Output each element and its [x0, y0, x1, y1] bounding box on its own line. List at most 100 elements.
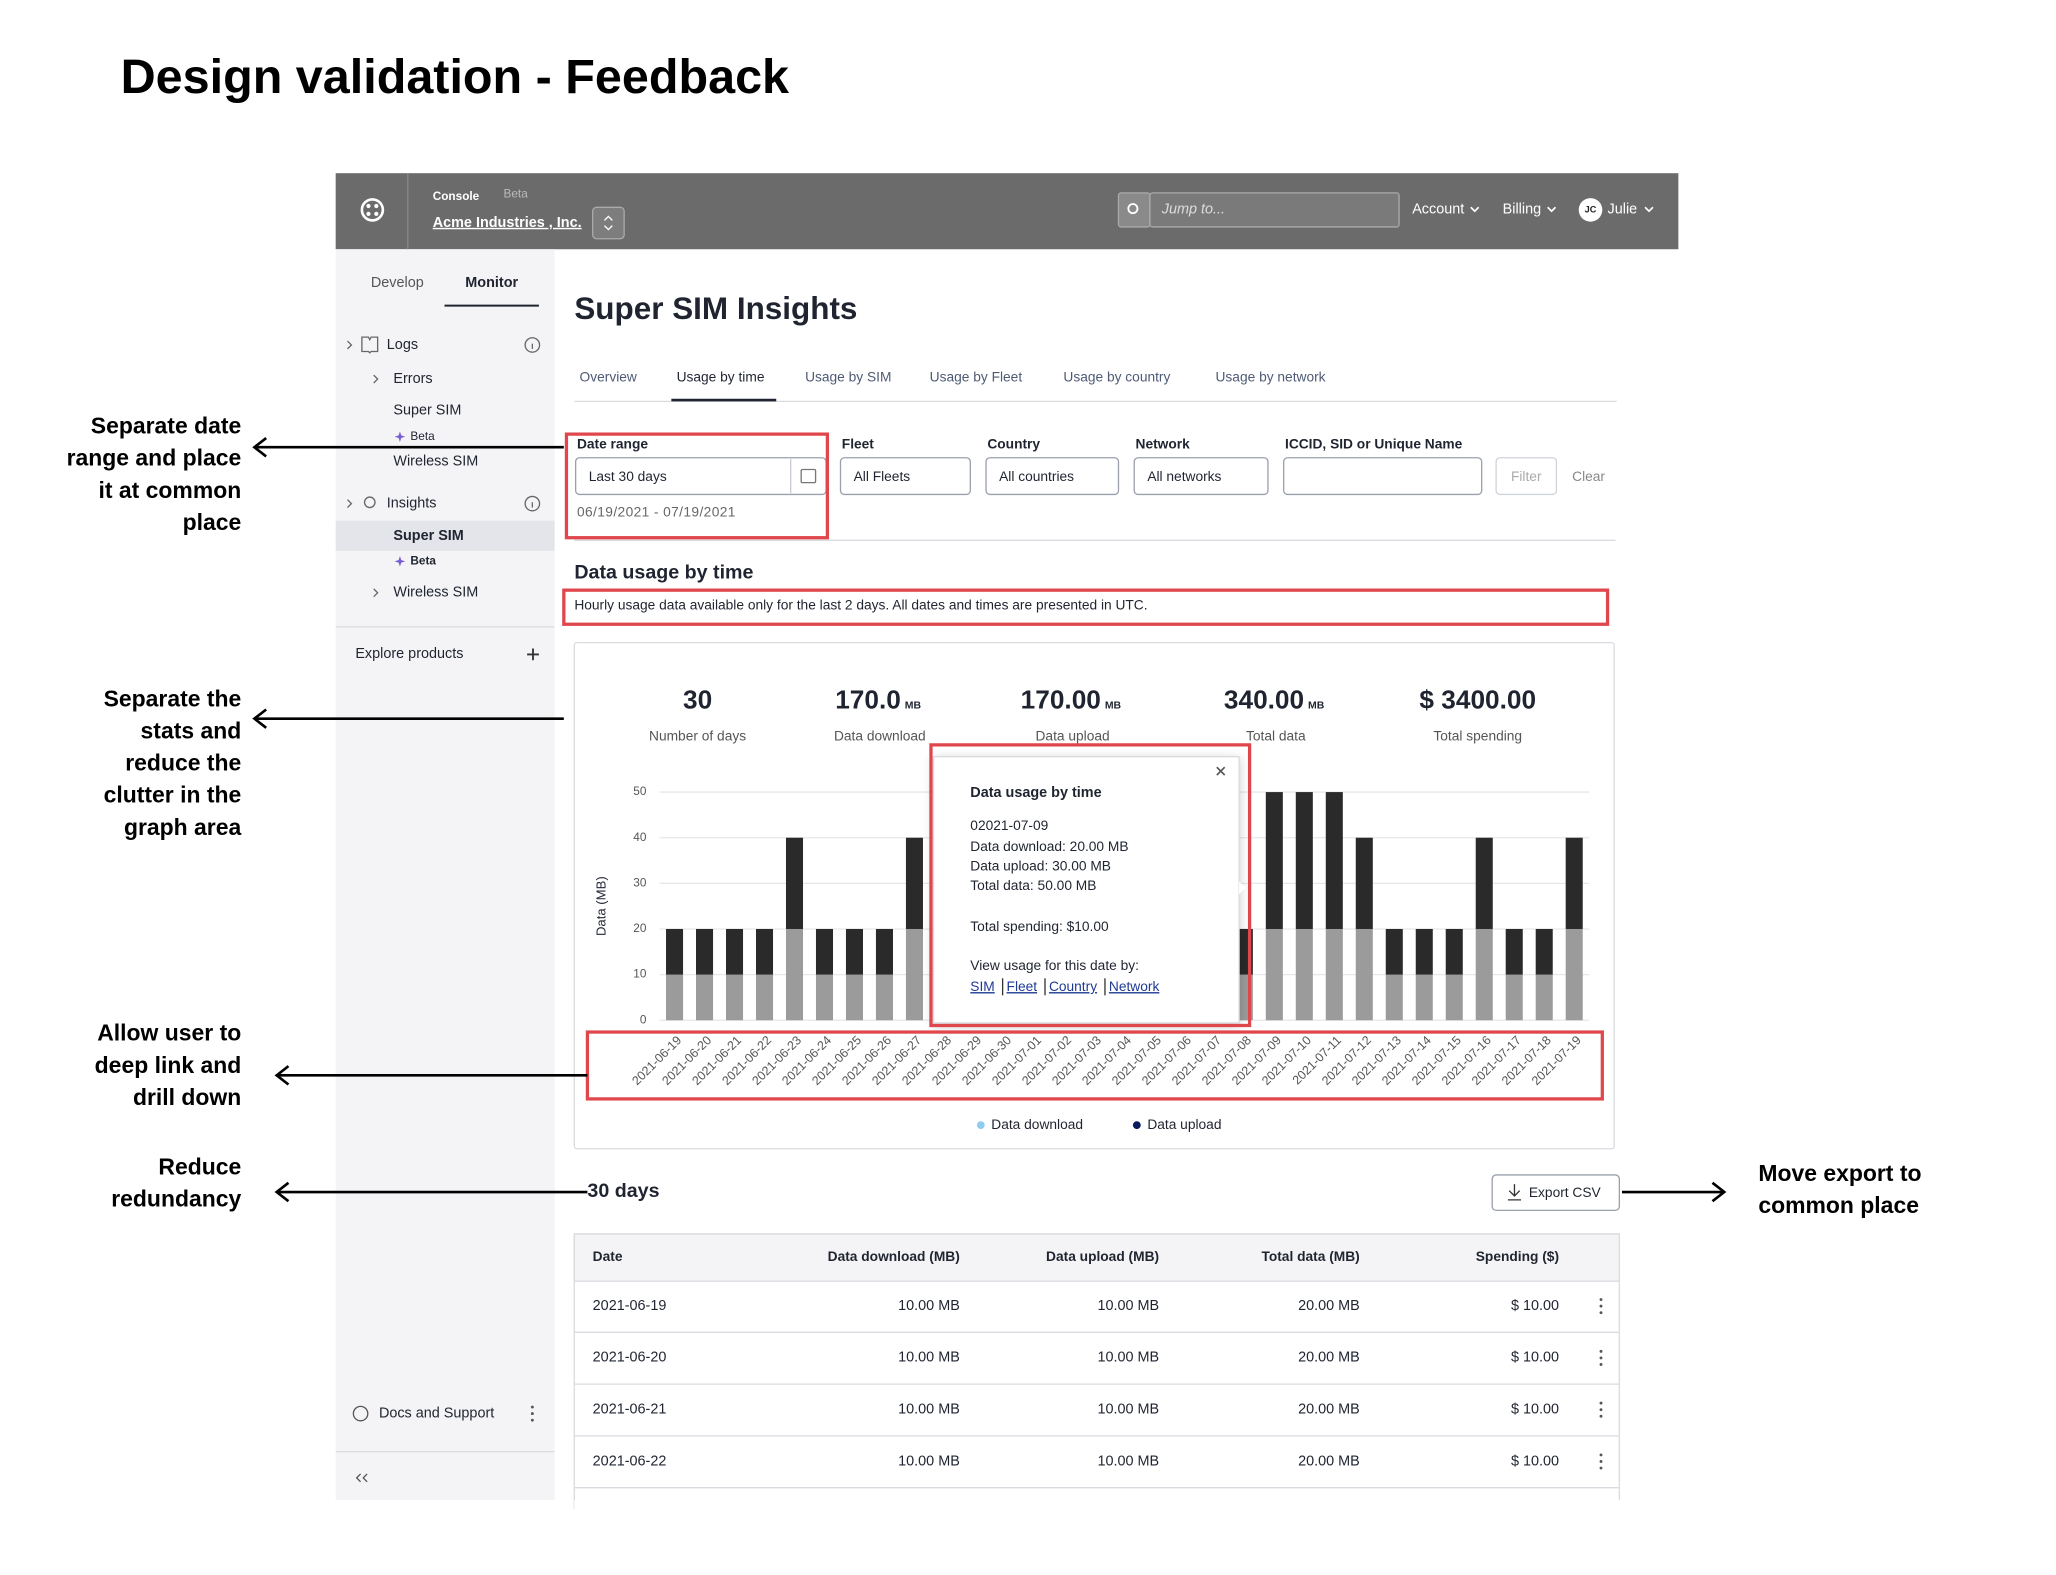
support-icon: [352, 1405, 369, 1422]
nav-link[interactable]: Super SIM: [393, 528, 463, 544]
tab[interactable]: Usage by Fleet: [930, 369, 1023, 384]
filter-input[interactable]: [839, 457, 971, 496]
nav-link[interactable]: Errors: [393, 371, 432, 387]
bar-segment: [725, 974, 744, 1021]
table-cell: $ 10.00: [1511, 1453, 1559, 1469]
stat-unit: MB: [1105, 700, 1122, 711]
clear-button[interactable]: Clear: [1572, 469, 1605, 484]
nav-item[interactable]: Account: [1412, 202, 1464, 218]
calendar-icon: [800, 468, 817, 484]
drill-link[interactable]: Network: [1109, 979, 1160, 994]
tab[interactable]: Overview: [580, 369, 637, 384]
bar-segment: [725, 928, 744, 975]
highlight-box: [562, 588, 1610, 626]
stat-unit: MB: [1308, 700, 1325, 711]
bar-segment: [1565, 837, 1583, 929]
nav-link[interactable]: Logs: [387, 337, 418, 353]
bar-segment: [1475, 928, 1493, 1021]
bar-segment: [1265, 792, 1283, 929]
drill-link[interactable]: Country: [1049, 979, 1097, 994]
row-menu-dot: [1599, 1414, 1603, 1418]
bar-segment: [1325, 792, 1343, 929]
bulb-icon: [363, 496, 376, 509]
sidebar-tab[interactable]: Develop: [371, 275, 424, 291]
bar-segment: [1535, 974, 1553, 1021]
tooltip-line: Data download: 20.00 MB: [970, 839, 1128, 854]
sidebar-tab[interactable]: Monitor: [465, 275, 518, 291]
search-button[interactable]: [1117, 192, 1151, 228]
arrow-head: [252, 708, 267, 729]
filter-label: ICCID, SID or Unique Name: [1285, 436, 1463, 451]
bar-segment: [1385, 928, 1403, 975]
filter-value: All networks: [1147, 469, 1221, 484]
chevron-right: [373, 588, 379, 598]
bar-segment: [1325, 928, 1343, 1021]
row-menu-dot: [1599, 1466, 1603, 1470]
row-menu-dot: [1599, 1453, 1603, 1457]
nav-link[interactable]: Insights: [387, 495, 437, 511]
y-tick-label: 10: [633, 967, 647, 981]
arrow-head: [252, 437, 267, 458]
bar-segment: [1505, 928, 1523, 975]
bar-segment: [1445, 928, 1463, 975]
logo: [360, 198, 385, 222]
stat-label: Data download: [834, 729, 926, 744]
avatar-initials: JC: [1585, 204, 1597, 214]
row-menu-dot: [1599, 1349, 1603, 1353]
stat-value: 170.0: [835, 685, 901, 715]
tooltip-line: Total data: 50.00 MB: [970, 878, 1096, 893]
table-cell: 10.00 MB: [898, 1350, 960, 1366]
legend-marker: [1132, 1121, 1141, 1130]
table-cell: 10.00 MB: [898, 1453, 960, 1469]
filter-input[interactable]: [1283, 457, 1483, 496]
tooltip-line: View usage for this date by:: [970, 958, 1139, 973]
table-cell: $ 10.00: [1511, 1401, 1559, 1417]
bar-segment: [1565, 928, 1583, 1021]
filter-input[interactable]: [985, 457, 1120, 496]
nav-item[interactable]: Billing: [1503, 202, 1541, 218]
row-menu-dot: [1599, 1298, 1603, 1301]
switch-icon: [604, 215, 613, 231]
filter-input[interactable]: [1133, 457, 1269, 496]
close-icon: [1216, 766, 1226, 776]
legend-label: Data upload: [1147, 1117, 1221, 1132]
nav-link[interactable]: Explore products: [355, 646, 463, 662]
export-button[interactable]: [1491, 1174, 1621, 1212]
book-icon: [361, 336, 379, 354]
tab[interactable]: Usage by SIM: [805, 369, 891, 384]
org-switch[interactable]: [592, 206, 625, 240]
stat-label: Data upload: [1036, 729, 1110, 744]
filter-value: All countries: [999, 469, 1074, 484]
org-name[interactable]: Acme Industries , Inc.: [433, 215, 582, 231]
legend-marker: [976, 1121, 985, 1130]
stat-label: Total data: [1246, 729, 1306, 744]
nav-link[interactable]: Super SIM: [393, 402, 461, 418]
tab[interactable]: Usage by country: [1063, 369, 1170, 384]
table-cell: 2021-06-19: [593, 1298, 667, 1314]
table-title: 30 days: [587, 1180, 659, 1202]
chevron: [1547, 206, 1557, 213]
bar-segment: [1535, 928, 1553, 975]
logo-dot: [366, 211, 371, 216]
y-tick-label: 50: [633, 784, 647, 798]
drill-link[interactable]: SIM: [970, 979, 994, 994]
stat-label: Number of days: [649, 729, 746, 744]
chevron: [1644, 206, 1654, 213]
tab[interactable]: Usage by time: [677, 369, 765, 384]
annotation: Separate date range and place it at common…: [67, 413, 242, 535]
nav-link[interactable]: Docs and Support: [379, 1405, 494, 1421]
kebab-dot: [530, 1412, 534, 1416]
drill-link[interactable]: Fleet: [1007, 979, 1038, 994]
section-title: Data usage by time: [574, 561, 753, 583]
filter-button[interactable]: [1495, 457, 1558, 496]
annotation: Reduce redundancy: [111, 1153, 241, 1211]
user-name[interactable]: Julie: [1608, 202, 1638, 218]
nav-link[interactable]: Wireless SIM: [393, 453, 478, 469]
plus-icon: [527, 648, 539, 661]
tab[interactable]: Usage by network: [1216, 369, 1326, 384]
highlight-box: [929, 743, 1252, 1028]
nav-link[interactable]: Wireless SIM: [393, 585, 478, 601]
search-input[interactable]: [1149, 192, 1400, 228]
tooltip-line: Total spending: $10.00: [970, 919, 1109, 934]
bar-segment: [785, 837, 804, 929]
